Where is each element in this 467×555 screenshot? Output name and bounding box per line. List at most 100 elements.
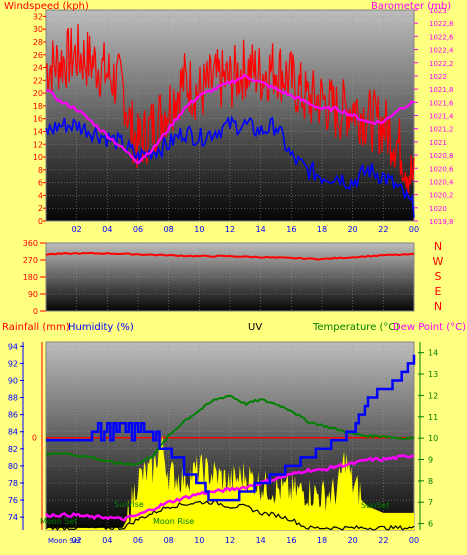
wind-x-tick: 08	[164, 225, 174, 234]
wind-x-tick: 04	[102, 225, 112, 234]
compass-label: E	[435, 285, 442, 298]
barometer-y-tick: 1022,4	[429, 47, 454, 55]
temperature-y-tick: 10	[428, 434, 438, 443]
barometer-axis-title: Barometer (mb)	[371, 1, 451, 12]
temp-x-tick: 20	[348, 536, 358, 545]
wind-x-tick: 18	[317, 225, 327, 234]
compass-label: N	[434, 300, 442, 313]
direction-y-tick: 270	[23, 256, 38, 265]
temperature-y-tick: 6	[428, 520, 433, 529]
wind-y-tick: 10	[33, 153, 43, 162]
barometer-y-tick: 1022	[429, 73, 447, 81]
moonset-axis-label: Moon Set	[48, 537, 81, 545]
humidity-y-tick: 88	[8, 394, 18, 403]
direction-y-tick: 180	[23, 273, 38, 282]
barometer-y-tick: 1020	[429, 205, 447, 213]
humidity-y-tick: 80	[8, 462, 18, 471]
temp-x-tick: 12	[225, 536, 235, 545]
humidity-y-tick: 78	[8, 479, 18, 488]
series-dewpoint	[45, 454, 415, 522]
humidity-y-tick: 84	[8, 428, 18, 437]
rainfall-y-tick: 0	[32, 434, 37, 443]
temperature-axis-title: Temperature (°C)	[312, 322, 399, 333]
temperature-y-tick: 7	[428, 498, 433, 507]
temp-x-tick: 18	[317, 536, 327, 545]
temperature-y-tick: 13	[428, 370, 438, 379]
wind-x-tick: 02	[72, 225, 82, 234]
temp-x-tick: 22	[378, 536, 388, 545]
wind-y-tick: 22	[33, 76, 43, 85]
wind-y-tick: 20	[33, 89, 43, 98]
sunrise-label: Sunrise	[114, 500, 144, 509]
wind-y-tick: 12	[33, 140, 43, 149]
series-humidity	[46, 354, 416, 502]
barometer-y-tick: 1022,8	[429, 20, 454, 28]
barometer-y-tick: 1020,8	[429, 152, 454, 160]
humidity-y-tick: 94	[8, 342, 18, 351]
series-temperature	[45, 394, 415, 466]
wind-x-tick: 14	[256, 225, 266, 234]
wind-y-tick: 8	[38, 166, 43, 175]
uv-axis-title: UV	[248, 322, 262, 333]
barometer-y-tick: 1020,2	[429, 192, 454, 200]
temperature-y-tick: 8	[428, 477, 433, 486]
temp-x-tick: 04	[102, 536, 112, 545]
compass-label: W	[433, 255, 444, 268]
barometer-y-tick: 1020,4	[429, 178, 454, 186]
barometer-y-tick: 1021	[429, 139, 447, 147]
wind-y-tick: 24	[33, 64, 43, 73]
barometer-y-tick: 1021,4	[429, 113, 454, 121]
wind-x-tick: 12	[225, 225, 235, 234]
temperature-y-tick: 12	[428, 391, 438, 400]
barometer-y-tick: 1020,6	[429, 165, 454, 173]
wind-y-tick: 32	[33, 12, 43, 21]
compass-label: S	[435, 270, 442, 283]
wind-axis-title: Windspeed (kph)	[4, 1, 89, 12]
wind-y-tick: 16	[33, 115, 43, 124]
series-direction	[45, 251, 415, 261]
wind-x-tick: 22	[378, 225, 388, 234]
barometer-y-tick: 1021,2	[429, 126, 454, 134]
humidity-y-tick: 92	[8, 359, 18, 368]
humidity-y-tick: 90	[8, 376, 18, 385]
humidity-y-tick: 76	[8, 496, 18, 505]
series-gust	[45, 24, 415, 194]
wind-x-tick: 10	[194, 225, 204, 234]
series-average	[45, 114, 415, 218]
temp-x-tick: 02	[72, 536, 82, 545]
series-barometer	[45, 73, 415, 165]
wind-y-tick: 6	[38, 179, 43, 188]
barometer-y-tick: 1021,8	[429, 86, 454, 94]
humidity-y-tick: 82	[8, 445, 18, 454]
wind-x-tick: 00	[409, 225, 419, 234]
temp-x-tick: 16	[286, 536, 296, 545]
wind-x-tick: 06	[133, 225, 143, 234]
barometer-y-tick: 1022,2	[429, 60, 454, 68]
humidity-y-tick: 74	[8, 513, 18, 522]
temperature-y-tick: 14	[428, 349, 438, 358]
direction-y-tick: 0	[33, 307, 38, 316]
temp-x-tick: 06	[133, 536, 143, 545]
direction-y-tick: 90	[28, 290, 38, 299]
wind-y-tick: 30	[33, 25, 43, 34]
wind-y-tick: 18	[33, 102, 43, 111]
wind-y-tick: 4	[38, 191, 43, 200]
dewpoint-axis-title: Dew Point (°C)	[393, 322, 466, 333]
wind-y-tick: 0	[38, 217, 43, 226]
series-uv-black	[45, 499, 415, 531]
wind-x-tick: 16	[286, 225, 296, 234]
barometer-y-tick: 1021,6	[429, 99, 454, 107]
wind-x-tick: 20	[348, 225, 358, 234]
rainfall-axis-title: Rainfall (mm)	[2, 322, 70, 333]
temp-x-tick: 08	[164, 536, 174, 545]
barometer-y-tick: 1022,6	[429, 33, 454, 41]
temp-x-tick: 00	[409, 536, 419, 545]
temperature-y-tick: 9	[428, 456, 433, 465]
temp-x-tick: 14	[256, 536, 266, 545]
wind-y-tick: 2	[38, 204, 43, 213]
moonrise-label: Moon Rise	[153, 517, 194, 526]
wind-y-tick: 26	[33, 51, 43, 60]
temp-x-tick: 10	[194, 536, 204, 545]
wind-y-tick: 14	[33, 127, 43, 136]
